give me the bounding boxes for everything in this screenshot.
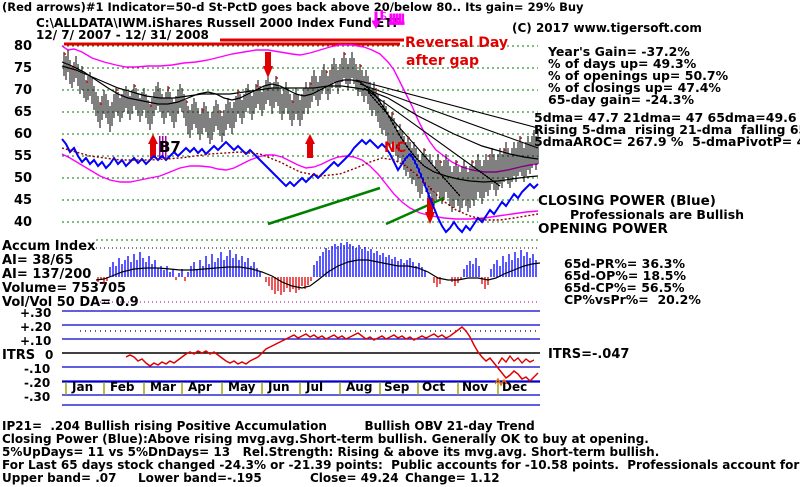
magenta-down-arrows-icon: S [372,10,420,32]
closings-up-stat: % of closings up= 47.4% [548,80,721,95]
b7-label: B7 [159,138,181,156]
indicator-headline: (Red arrows)#1 Indicator=50-d St-PctD go… [2,0,584,14]
days-up-stat: % of days up= 49.3% [548,56,697,71]
footer-lower-band: Lower band=-.195 [138,471,262,485]
after-gap-label: after gap [406,53,479,69]
footer-updays-line: 5%UpDays= 11 vs 5%DnDays= 13 Rel.Strengt… [2,445,660,459]
closing-power-mvgavg [61,147,539,221]
volume-value: Volume= 753705 [2,281,127,296]
itrs-label: ITRS [2,348,36,363]
month-label-sep: Sep [384,380,410,394]
footer-closing-power-line: Closing Power (Blue):Above rising mvg.av… [2,432,649,446]
month-ticks [65,382,499,395]
copyright-label: (C) 2017 www.tigersoft.com [512,21,702,35]
gain-65day-stat: 65-day gain= -24.3% [548,92,695,107]
itrs-gridlines [62,310,540,382]
footer-close-value: Close= 49.24 [310,471,399,485]
itrs-value: ITRS=-.047 [548,347,630,362]
accumulation-index-panel[interactable] [96,236,540,306]
closing-power-title: CLOSING POWER (Blue) [538,193,716,209]
accum-moving-average [96,259,540,289]
vol-vol-da-value: Vol/Vol 50 DA= 0.9 [2,295,139,310]
month-label-feb: Feb [110,380,135,394]
footer-65day-line: For Last 65 days stock changed -24.3% or… [2,458,800,472]
price-axis-labels: 80 75 70 65 60 55 50 45 40 [14,39,33,230]
itrs-panel[interactable] [62,305,540,387]
dma-values-stat: 5dma= 47.7 21dma= 47 65dma=49.6 [534,110,797,125]
month-label-row: Jan Feb Mar Apr May Jun Jul Aug Sep Oct Nov Dec [62,381,540,395]
svg-text:S: S [380,10,387,23]
date-range-label: 12/ 7/ 2007 - 12/ 31/ 2008 [36,28,209,42]
month-label-may: May [228,380,256,394]
month-label-dec: Dec [502,380,528,394]
month-label-aug: Aug [346,380,373,394]
reversal-day-label: Reversal Day [405,35,509,51]
years-gain-stat: Year's Gain= -37.2% [548,44,690,59]
buy-arrow-marker [148,134,315,158]
op65-stat: 65d-OP%= 18.5% [564,268,687,283]
cp-vs-pr-stat: CP%vsPr%= 20.2% [564,292,701,307]
openings-up-stat: % of openings up= 50.7% [548,68,729,83]
itrs-line [125,326,539,383]
month-label-jun: Jun [268,380,290,394]
professionals-bullish-label: Professionals are Bullish [570,207,745,222]
accum-positive-bars [109,242,537,277]
accum-ai-200: AI= 137/200 [2,267,92,282]
itrs-tail-squiggle [498,352,534,368]
price-chart-panel[interactable] [0,36,540,236]
file-path-label: C:\ALLDATA\IWM.iShares Russell 2000 Inde… [36,16,401,30]
itrs-axis-labels: +.30 +.20 +.10 0 -.10 -.20 -.30 [20,306,54,404]
nc-label: NC [384,140,406,156]
bollinger-lower-band [61,153,539,220]
descending-fan-lines [355,79,539,197]
accum-index-title: Accum Index [2,239,96,254]
price-bars [63,50,539,212]
dma-trend-stat: Rising 5-dma rising 21-dma falling 65-dm… [534,122,800,137]
nov-orange-marker [495,377,509,387]
month-label-mar: Mar [150,380,176,394]
bollinger-upper-band [61,44,539,173]
month-label-apr: Apr [188,380,212,394]
cp65-stat: 65d-CP%= 56.5% [564,280,685,295]
closing-power-line [61,138,539,234]
price-bar-ticks [64,53,538,163]
month-label-jul: Jul [306,380,324,394]
footer-ip21-line: IP21= .204 Bullish rising Positive Accum… [2,419,535,433]
price-gridlines [62,45,538,223]
footer-upper-band: Upper band= .07 [2,471,117,485]
month-label-nov: Nov [462,380,489,394]
month-label-oct: Oct [422,380,446,394]
pr65-stat: 65d-PR%= 36.3% [564,256,686,271]
x-axis-months[interactable] [62,380,540,408]
accum-ai-65: AI= 38/65 [2,253,74,268]
dma-aroc-stat: 5dmaAROC= 267.9 % 5-dmaPivotP= 46.88 [534,134,800,149]
trend-support-lines [267,186,445,226]
footer-change-value: Change= 1.12 [405,471,500,485]
month-label-jan: Jan [72,380,94,394]
magenta-tick-marks [159,136,167,158]
sell-arrow-marker [263,52,435,224]
opening-power-title: OPENING POWER [538,221,668,237]
